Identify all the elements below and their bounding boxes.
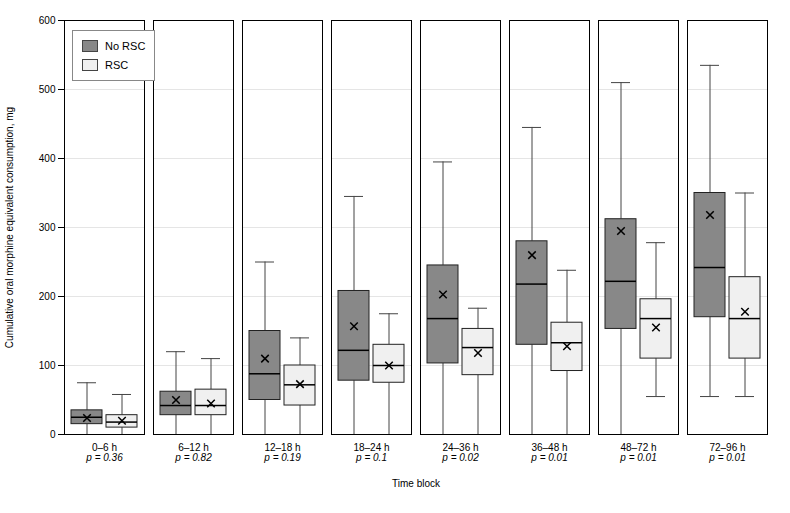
svg-text:p = 0.01: p = 0.01 [530,452,567,463]
html-text:No RSC: No RSC [105,40,146,52]
svg-text:500: 500 [39,84,56,95]
svg-text:36–48 h: 36–48 h [531,441,568,453]
svg-text:p = 0.36: p = 0.36 [85,452,123,463]
svg-text:p = 0.02: p = 0.02 [441,452,479,463]
svg-text:400: 400 [39,153,56,164]
svg-text:300: 300 [39,222,56,233]
svg-text:6–12 h: 6–12 h [178,441,209,453]
svg-text:48–72 h: 48–72 h [620,441,657,453]
svg-text:p = 0.01: p = 0.01 [619,452,656,463]
svg-text:24–36 h: 24–36 h [442,441,479,453]
svg-text:p = 0.01: p = 0.01 [708,452,745,463]
html-text:RSC: RSC [105,58,129,71]
svg-text:p = 0.1: p = 0.1 [355,452,387,463]
svg-text:0: 0 [50,429,56,440]
svg-text:100: 100 [39,360,56,371]
svg-text:0–6 h: 0–6 h [92,441,117,453]
svg-text:12–18 h: 12–18 h [264,441,301,453]
svg-text:72–96 h: 72–96 h [709,441,746,453]
svg-text:200: 200 [39,291,56,302]
svg-text:18–24 h: 18–24 h [353,441,390,453]
svg-text:Cumulative oral morphine equiv: Cumulative oral morphine equivalent cons… [4,107,15,348]
svg-text:p = 0.19: p = 0.19 [263,452,301,463]
svg-text:600: 600 [39,15,56,26]
svg-text:p = 0.82: p = 0.82 [174,452,212,463]
svg-text:Time block: Time block [392,478,441,489]
